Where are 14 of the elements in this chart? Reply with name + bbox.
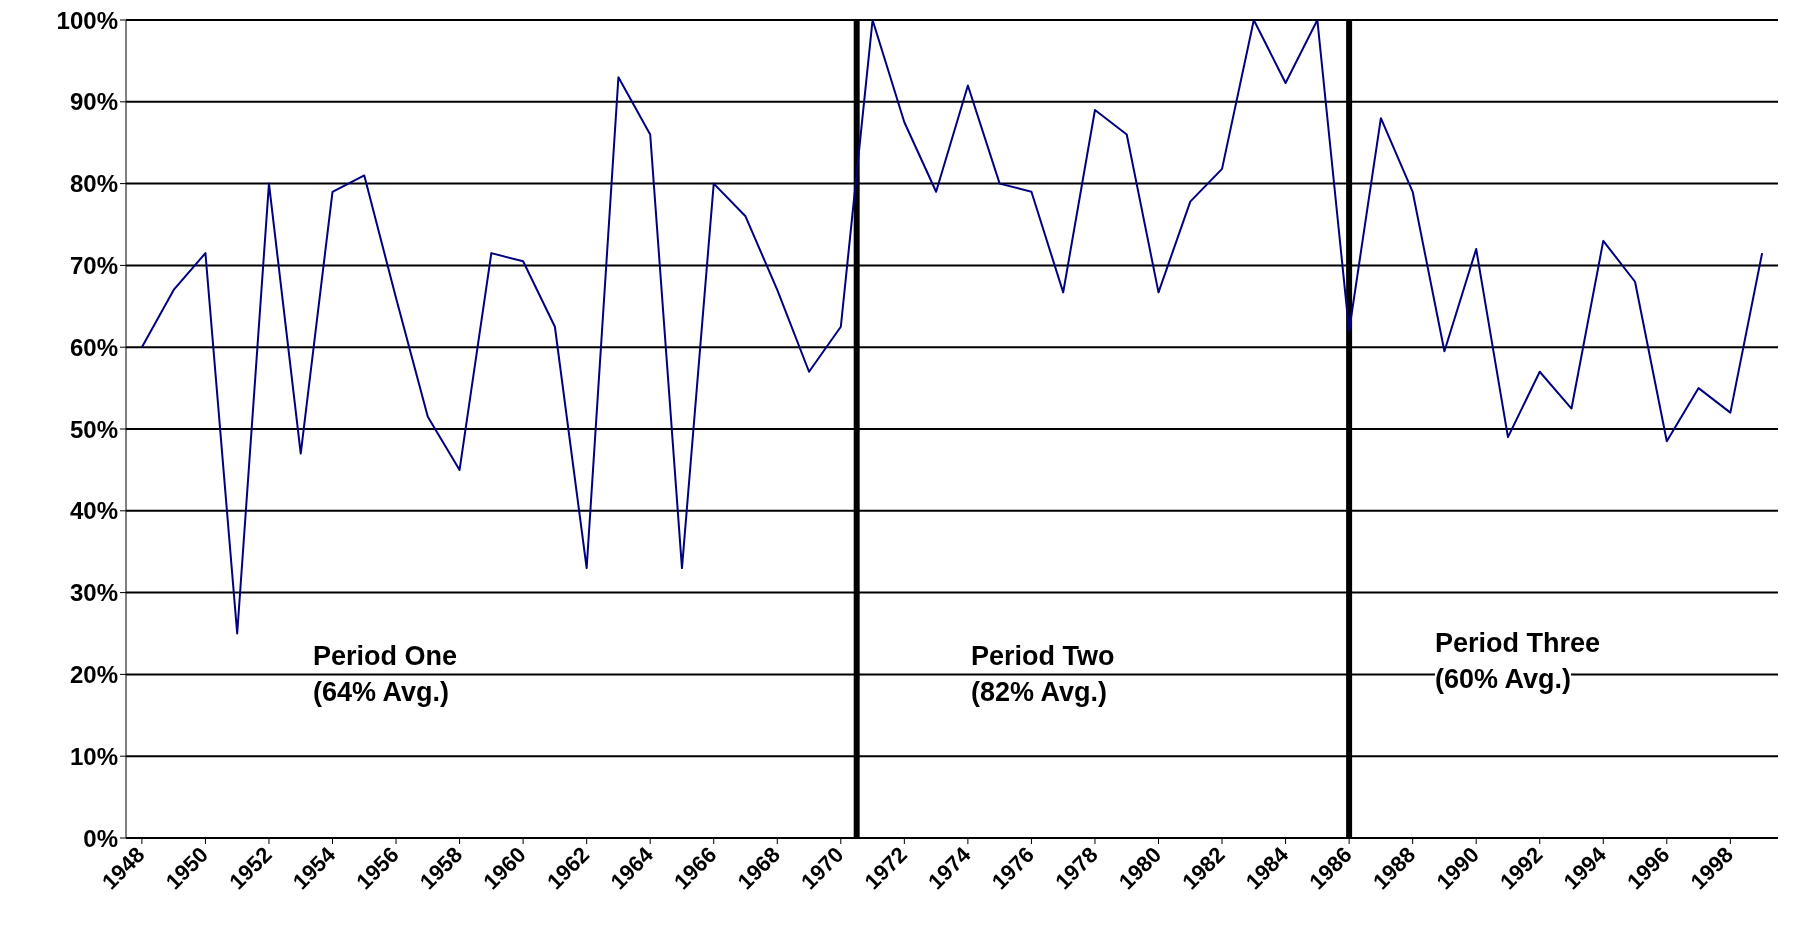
y-tick-label: 50% bbox=[69, 415, 118, 443]
y-tick-label: 100% bbox=[56, 6, 118, 34]
y-tick-label: 80% bbox=[69, 170, 118, 198]
y-tick-label: 10% bbox=[69, 742, 118, 770]
y-tick-label: 20% bbox=[69, 660, 118, 688]
annotation: Period One (64% Avg.) bbox=[313, 641, 458, 707]
y-tick-label: 30% bbox=[69, 579, 118, 607]
y-tick-label: 0% bbox=[83, 824, 118, 852]
y-tick-label: 90% bbox=[69, 88, 118, 116]
y-tick-label: 70% bbox=[69, 251, 118, 279]
annotation: Period Three (60% Avg.) bbox=[1435, 628, 1601, 694]
y-tick-label: 60% bbox=[69, 333, 118, 361]
annotation: Period Two (82% Avg.) bbox=[971, 641, 1115, 707]
y-tick-label: 40% bbox=[69, 497, 118, 525]
